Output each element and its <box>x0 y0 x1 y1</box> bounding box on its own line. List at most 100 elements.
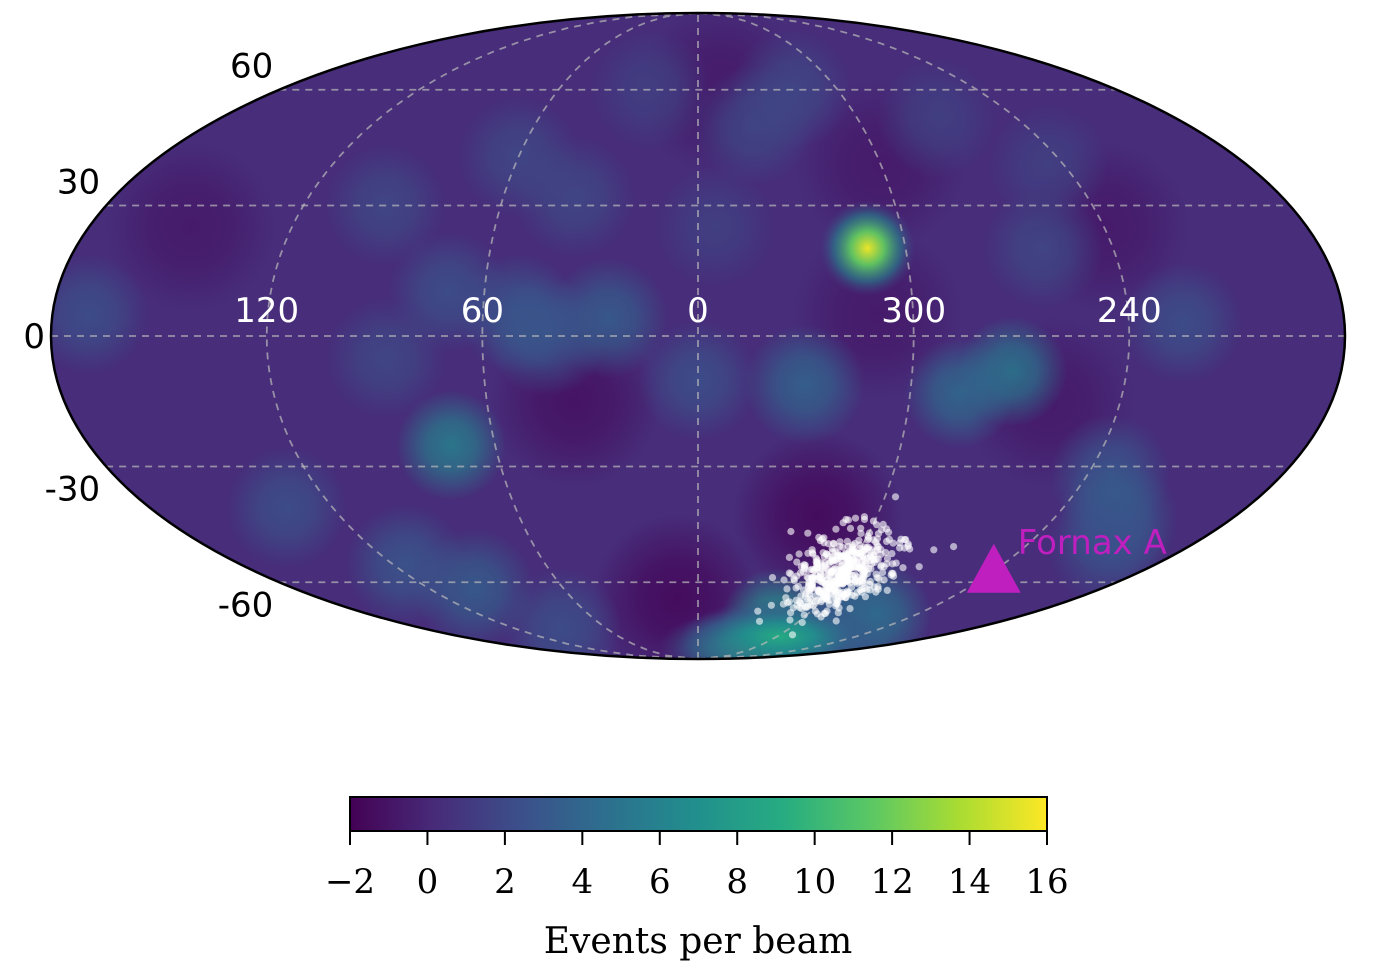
lon-gridline <box>481 13 699 659</box>
source-annotations: Fornax A <box>966 523 1167 593</box>
event-point <box>950 543 958 551</box>
event-point <box>904 540 912 548</box>
event-point <box>847 576 856 584</box>
event-point <box>885 528 893 536</box>
event-point <box>832 565 841 574</box>
event-point <box>846 524 855 533</box>
lon-gridline <box>697 13 1131 659</box>
event-point <box>780 576 788 584</box>
event-point <box>896 544 904 552</box>
hotspot <box>819 200 916 297</box>
event-point <box>804 582 813 590</box>
event-point <box>804 574 812 582</box>
coldspot <box>105 141 276 312</box>
event-point <box>870 556 878 564</box>
event-point <box>839 519 847 527</box>
event-point <box>915 563 923 571</box>
hotspot <box>326 298 447 419</box>
event-point <box>792 584 800 592</box>
lat-tick-label: -30 <box>45 469 101 509</box>
event-point <box>832 525 840 533</box>
event-point <box>801 603 810 611</box>
colorbar-tick-label: 10 <box>793 862 836 902</box>
colorbar-label: Events per beam <box>544 921 852 962</box>
hotspot <box>654 166 775 287</box>
event-point <box>879 520 887 529</box>
event-point <box>857 529 865 538</box>
event-point <box>870 583 879 591</box>
event-point <box>891 493 900 501</box>
event-point <box>850 545 858 554</box>
event-point <box>867 565 875 573</box>
lon-tick-label: 60 <box>461 291 504 331</box>
event-point <box>888 550 896 558</box>
lat-tick-label: 60 <box>230 47 273 87</box>
event-point <box>767 601 776 609</box>
colorbar: −2 0 2 4 6 8 10 12 14 16 Events per beam <box>325 796 1069 962</box>
event-point <box>846 605 854 613</box>
colorbar-tick-label: 2 <box>494 862 516 902</box>
event-point <box>828 581 837 589</box>
hotspot <box>744 324 865 445</box>
event-point <box>834 609 842 617</box>
lon-tick-label: 0 <box>687 291 709 331</box>
graticule <box>51 13 1345 659</box>
event-point <box>873 541 881 549</box>
event-point <box>793 558 801 566</box>
event-point <box>783 585 791 593</box>
colorbar-tick-label: 0 <box>417 862 439 902</box>
event-point <box>889 572 898 580</box>
lon-gridline <box>265 13 699 659</box>
event-points <box>754 493 958 639</box>
event-point <box>820 568 829 576</box>
event-point <box>822 580 830 588</box>
event-point <box>864 532 872 540</box>
event-point <box>879 568 887 577</box>
colorbar-tick-label: 8 <box>726 862 748 902</box>
event-point <box>837 578 845 587</box>
event-point <box>833 596 842 604</box>
event-point <box>789 604 797 612</box>
hotspot <box>514 137 635 258</box>
event-point <box>798 618 806 627</box>
event-point <box>832 617 840 625</box>
event-point <box>784 599 792 607</box>
event-point <box>861 546 869 554</box>
event-point <box>880 576 888 584</box>
map-outline <box>49 11 1347 661</box>
latitude-labels: 60 30 0 -30 -60 <box>23 47 273 626</box>
colorbar-tick-label: 16 <box>1025 862 1068 902</box>
event-point <box>802 590 810 598</box>
event-point <box>820 609 828 618</box>
event-point <box>824 552 832 560</box>
lon-tick-label: 240 <box>1097 291 1162 331</box>
event-point <box>885 535 894 544</box>
event-point <box>813 596 821 605</box>
colorbar-tick-label: 14 <box>948 862 991 902</box>
event-point <box>812 564 820 573</box>
event-point <box>806 598 814 606</box>
event-point <box>883 586 891 595</box>
event-point <box>858 577 866 585</box>
event-point <box>812 558 820 566</box>
event-point <box>851 514 860 522</box>
colorbar-ticks: −2 0 2 4 6 8 10 12 14 16 <box>325 831 1069 902</box>
event-point <box>860 513 869 521</box>
lat-tick-label: 0 <box>23 317 45 357</box>
hotspot <box>1122 262 1243 383</box>
event-point <box>785 553 794 562</box>
event-point <box>883 560 891 568</box>
lat-tick-label: 30 <box>57 163 100 203</box>
event-point <box>873 574 881 582</box>
event-point <box>857 524 865 532</box>
event-point <box>851 592 859 600</box>
event-point <box>795 550 803 558</box>
event-point <box>820 539 828 547</box>
event-point <box>822 593 830 601</box>
lon-tick-label: 120 <box>234 291 299 331</box>
event-point <box>809 550 817 558</box>
event-point <box>855 536 863 544</box>
event-point <box>797 563 805 571</box>
hotspot <box>396 390 507 501</box>
